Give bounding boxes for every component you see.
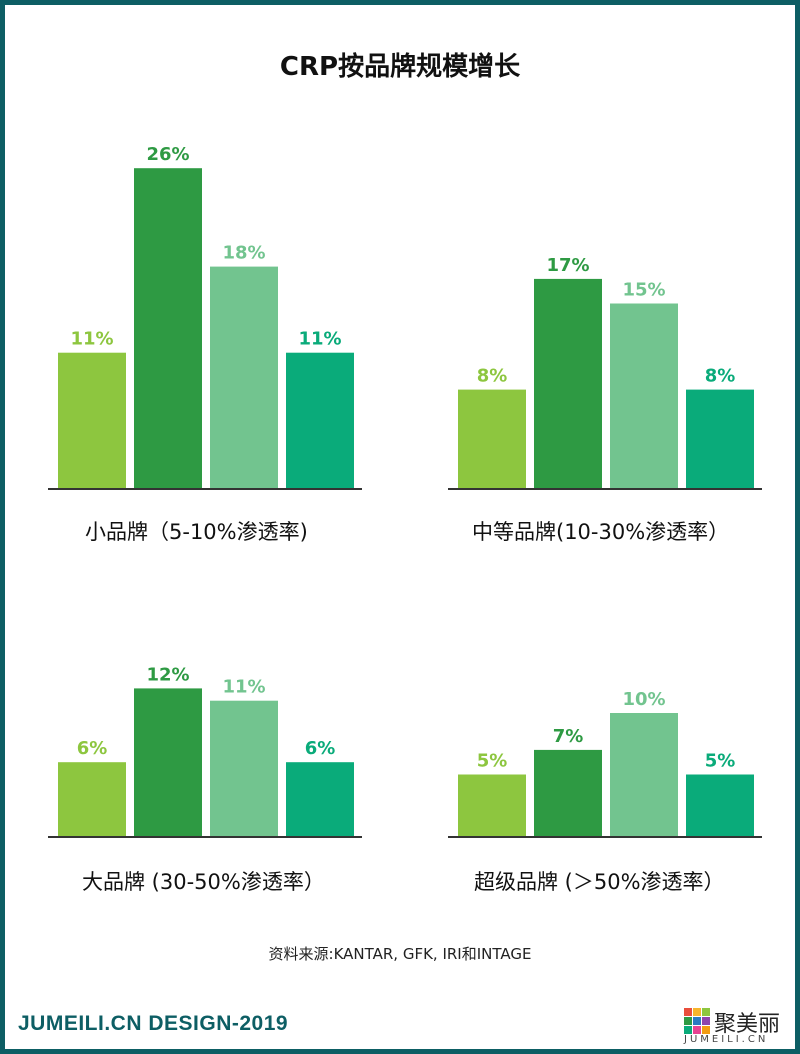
bar-1-0	[458, 389, 526, 488]
color-grid-logo-icon	[684, 1008, 710, 1034]
bar-1-2	[610, 303, 678, 488]
data-label-3-3: 5%	[705, 751, 736, 772]
data-label-0-1: 26%	[146, 144, 189, 165]
brand-logo: 聚美丽 JUMEILI.CN	[684, 1006, 784, 1046]
logo-subtitle: JUMEILI.CN	[684, 1034, 769, 1045]
data-label-1-2: 15%	[622, 280, 665, 301]
bar-3-3	[686, 774, 754, 836]
bar-0-0	[58, 352, 126, 488]
bar-0-1	[134, 168, 202, 488]
bar-3-0	[458, 774, 526, 836]
bar-2-3	[286, 762, 354, 836]
bar-0-3	[286, 352, 354, 488]
bar-3-1	[534, 749, 602, 836]
data-label-2-3: 6%	[305, 738, 336, 759]
bar-3-2	[610, 713, 678, 836]
data-label-1-1: 17%	[546, 255, 589, 276]
bar-1-3	[686, 389, 754, 488]
caption-super-brands: 超级品牌 (＞50%渗透率）	[474, 870, 725, 894]
bar-1-1	[534, 278, 602, 488]
caption-medium-brands: 中等品牌(10-30%渗透率）	[472, 520, 730, 544]
bar-2-0	[58, 762, 126, 836]
chart-super-brands: 5% 7% 10% 5%	[448, 689, 762, 838]
caption-small-brands: 小品牌（5-10%渗透率)	[85, 520, 308, 544]
source-note: 资料来源:KANTAR, GFK, IRI和INTAGE	[268, 945, 532, 963]
bar-2-2	[210, 700, 278, 836]
footer-brand-text: JUMEILI.CN DESIGN-2019	[18, 1012, 289, 1035]
data-label-0-0: 11%	[70, 329, 113, 350]
data-label-2-2: 11%	[222, 677, 265, 698]
chart-title: CRP按品牌规模增长	[279, 52, 521, 82]
data-label-3-2: 10%	[622, 689, 665, 710]
data-label-1-0: 8%	[477, 366, 508, 387]
data-label-2-0: 6%	[77, 738, 108, 759]
caption-large-brands: 大品牌 (30-50%渗透率）	[82, 870, 325, 894]
data-label-1-3: 8%	[705, 366, 736, 387]
chart-small-brands: 11% 26% 18% 11%	[48, 144, 362, 490]
chart-medium-brands: 8% 17% 15% 8%	[448, 255, 762, 490]
data-label-0-3: 11%	[298, 329, 341, 350]
data-label-2-1: 12%	[146, 664, 189, 685]
chart-large-brands: 6% 12% 11% 6%	[48, 664, 362, 838]
bar-2-1	[134, 688, 202, 836]
data-label-3-1: 7%	[553, 726, 584, 747]
bar-0-2	[210, 266, 278, 488]
data-label-3-0: 5%	[477, 751, 508, 772]
data-label-0-2: 18%	[222, 243, 265, 264]
logo-name: 聚美丽	[714, 1012, 781, 1037]
